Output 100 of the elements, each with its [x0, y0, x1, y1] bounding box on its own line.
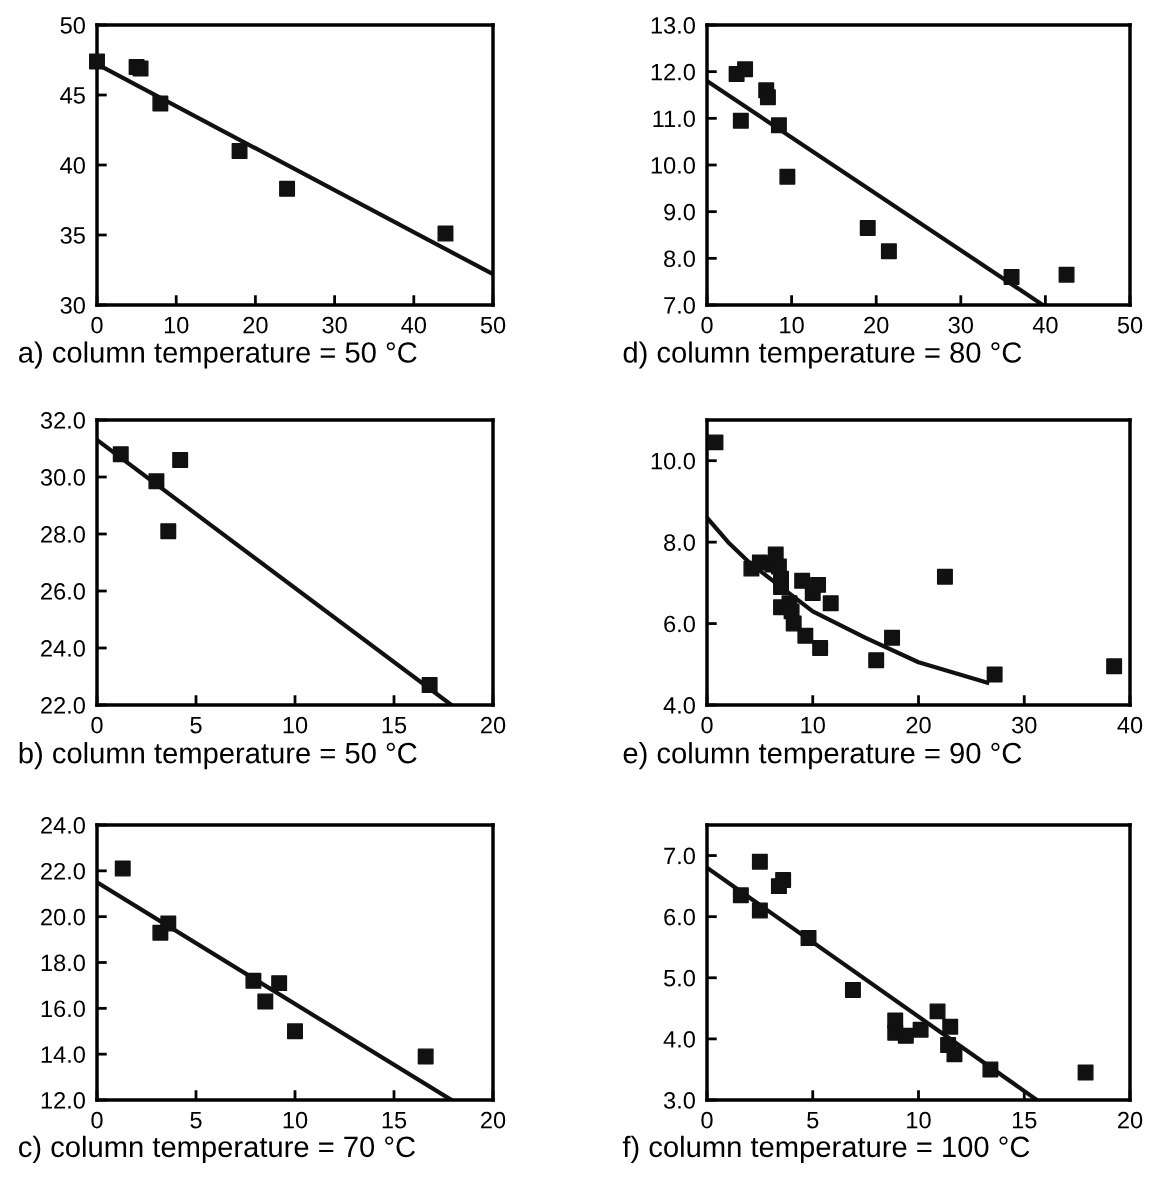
y-tick-label: 40: [60, 157, 85, 174]
y-tick-label: 26.0: [41, 583, 85, 600]
point: [732, 887, 749, 904]
y-tick-label: 6.0: [664, 615, 695, 633]
y-tick-label: 8.0: [664, 250, 695, 268]
point: [942, 1018, 959, 1035]
x-tick-label: 0: [91, 716, 103, 734]
y-tick-label: 30.0: [40, 469, 85, 486]
point: [897, 1027, 914, 1044]
y-tick-label: 7.0: [664, 847, 695, 865]
point: [759, 89, 776, 106]
point: [880, 243, 897, 260]
point: [707, 434, 724, 451]
point: [732, 112, 749, 129]
text: e) column temperature = 90 °C: [623, 742, 1022, 770]
point: [751, 902, 768, 919]
x-tick-label: 10: [801, 716, 825, 734]
point: [929, 1003, 946, 1020]
point: [231, 143, 248, 159]
point: [770, 117, 787, 134]
y-tick-label: 3.0: [663, 1092, 695, 1109]
y-tick-label: 20.0: [41, 908, 85, 926]
point: [884, 629, 901, 646]
point: [160, 915, 177, 932]
point: [936, 568, 953, 585]
x-tick-label: 40: [1117, 716, 1143, 734]
x-tick-label: 15: [382, 716, 407, 734]
y-tick-label: 35: [60, 227, 85, 244]
point: [279, 180, 296, 197]
x-tick-label: 50: [480, 316, 506, 334]
point: [114, 860, 131, 877]
y-tick-label: 28.0: [41, 526, 85, 543]
y-tick-label: 22.0: [41, 862, 85, 880]
x-tick-label: 20: [1118, 1111, 1143, 1129]
point: [946, 1046, 963, 1063]
point: [775, 872, 792, 888]
x-tick-label: 20: [864, 316, 889, 334]
x-tick-label: 30: [948, 316, 974, 334]
x-tick-label: 40: [1032, 316, 1058, 334]
point: [794, 572, 811, 589]
point: [112, 446, 129, 463]
y-tick-label: 9.0: [664, 203, 695, 221]
x-tick-label: 0: [91, 1111, 103, 1129]
point: [797, 627, 814, 644]
x-tick-label: 10: [907, 1111, 931, 1129]
point: [986, 666, 1003, 683]
point: [245, 972, 262, 989]
x-tick-label: 10: [283, 716, 308, 734]
point: [1077, 1064, 1094, 1081]
y-tick-label: 4.0: [663, 697, 695, 714]
point: [160, 523, 177, 540]
point: [810, 576, 827, 593]
x-tick-label: 0: [91, 316, 103, 334]
y-tick-label: 50: [60, 17, 85, 34]
y-tick-label: 12.0: [41, 1092, 85, 1109]
point: [271, 975, 288, 992]
y-tick-label: 30: [60, 297, 85, 314]
y-tick-label: 10.0: [651, 452, 695, 470]
y-tick-label: 12.0: [651, 63, 695, 81]
point: [148, 473, 165, 490]
point: [1058, 266, 1075, 283]
point: [1003, 269, 1020, 285]
x-tick-label: 50: [1117, 316, 1143, 334]
x-tick-label: 20: [243, 316, 268, 334]
x-tick-label: 15: [1012, 1111, 1037, 1129]
x-tick-label: 30: [1012, 716, 1037, 734]
point: [800, 930, 817, 947]
y-tick-label: 7.0: [664, 297, 695, 314]
point: [737, 61, 754, 78]
text: b) column temperature = 50 °C: [19, 742, 417, 770]
x-tick-label: 5: [190, 716, 202, 734]
x-tick-label: 20: [481, 716, 506, 734]
x-tick-label: 10: [780, 316, 804, 334]
y-tick-label: 22.0: [41, 697, 85, 714]
text: c) column temperature = 70 °C: [19, 1135, 415, 1163]
y-tick-label: 10.0: [651, 157, 695, 174]
x-tick-label: 20: [906, 716, 931, 734]
point: [785, 615, 802, 632]
x-tick-label: 10: [164, 316, 189, 334]
y-tick-label: 4.0: [663, 1030, 695, 1048]
y-tick-label: 6.0: [664, 908, 695, 926]
y-tick-label: 45: [60, 87, 85, 104]
point: [1106, 658, 1123, 675]
point: [417, 1048, 434, 1065]
text: f) column temperature = 100 °C: [622, 1135, 1030, 1163]
y-tick-label: 8.0: [664, 534, 695, 551]
text: d) column temperature = 80 °C: [623, 341, 1022, 369]
point: [132, 60, 149, 77]
point: [859, 220, 876, 236]
point: [868, 652, 885, 669]
point: [257, 993, 274, 1010]
point: [89, 53, 105, 70]
point: [844, 982, 861, 998]
x-tick-label: 0: [701, 316, 713, 334]
point: [912, 1021, 929, 1038]
y-tick-label: 16.0: [41, 1000, 85, 1018]
x-tick-label: 15: [382, 1111, 407, 1129]
y-tick-label: 32.0: [40, 412, 85, 429]
x-tick-label: 20: [481, 1111, 506, 1129]
y-tick-label: 24.0: [41, 640, 85, 657]
